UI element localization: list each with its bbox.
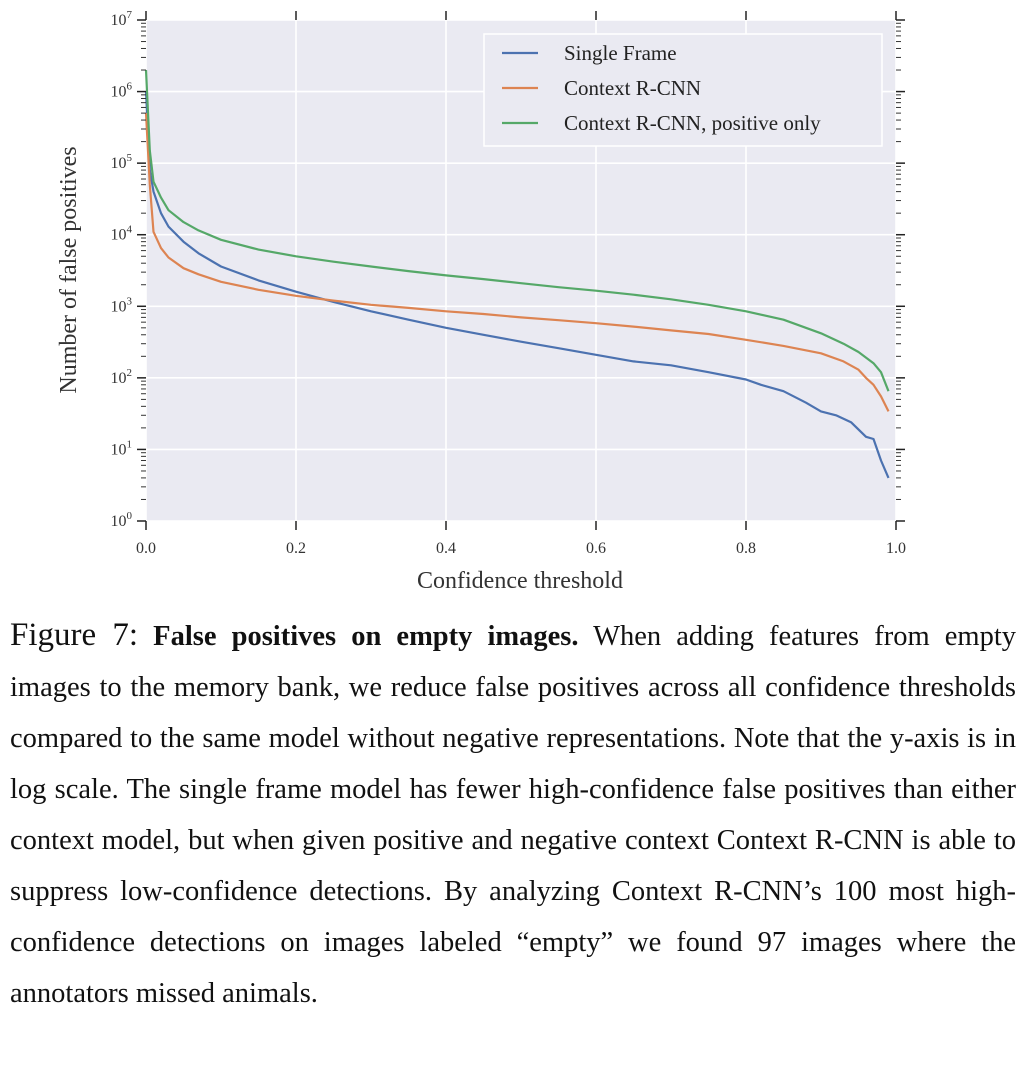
y-tick-label: 106 xyxy=(111,81,133,101)
series-line-1 xyxy=(144,91,890,479)
y-tick-base: 10 xyxy=(111,12,127,29)
y-tick-label: 107 xyxy=(111,9,133,29)
y-tick-label: 101 xyxy=(111,438,133,458)
x-tick-label: 0.4 xyxy=(436,540,456,557)
y-tick-base: 10 xyxy=(111,298,127,315)
series-lines xyxy=(144,69,890,479)
x-tick-label: 0.6 xyxy=(586,540,606,557)
y-tick-exponent: 3 xyxy=(127,295,133,307)
y-tick-label: 105 xyxy=(111,152,133,172)
y-axis-title: Number of false positives xyxy=(56,146,82,393)
y-tick-base: 10 xyxy=(111,155,127,172)
grid xyxy=(145,19,897,522)
x-tick-label: 0.8 xyxy=(736,540,756,557)
x-tick-label: 0.2 xyxy=(286,540,306,557)
legend-label: Context R-CNN, positive only xyxy=(564,111,821,135)
y-tick-base: 10 xyxy=(111,441,127,458)
y-tick-exponent: 5 xyxy=(127,152,133,164)
figure-title: False positives on empty images. xyxy=(153,621,579,652)
chart: 0.0 0.2 0.4 0.6 0.8 1.0 100 101 102 103 104 105 106 1… xyxy=(56,9,907,594)
figure-label: Figure 7: xyxy=(10,617,139,653)
x-tick-label: 1.0 xyxy=(886,540,906,557)
line-chart: 0.0 0.2 0.4 0.6 0.8 1.01001011021031041051061… xyxy=(56,9,907,594)
axis-ticks: 0.0 0.2 0.4 0.6 0.8 1.01001011021031041051061… xyxy=(111,9,907,557)
y-tick-base: 10 xyxy=(111,513,127,530)
x-axis-title: Confidence threshold xyxy=(417,568,623,594)
y-tick-label: 102 xyxy=(111,367,133,387)
y-tick-exponent: 2 xyxy=(127,367,133,379)
y-tick-label: 100 xyxy=(111,510,133,530)
y-tick-base: 10 xyxy=(111,370,127,387)
legend-label: Single Frame xyxy=(564,41,677,65)
y-tick-exponent: 1 xyxy=(127,438,133,450)
figure-caption: Figure 7: False positives on empty image… xyxy=(10,610,1016,1019)
y-tick-exponent: 0 xyxy=(127,510,133,522)
series-line-3 xyxy=(144,69,890,392)
y-tick-base: 10 xyxy=(111,227,127,244)
legend-label: Context R-CNN xyxy=(564,76,701,100)
figure-caption-body: When adding features from empty images t… xyxy=(10,621,1016,1009)
x-tick-label: 0.0 xyxy=(136,540,156,557)
y-tick-label: 103 xyxy=(111,295,133,315)
legend-box xyxy=(483,33,883,147)
series-line-2 xyxy=(144,113,890,412)
y-tick-exponent: 6 xyxy=(127,81,133,93)
y-tick-label: 104 xyxy=(111,224,133,244)
legend: Single Frame Context R-CNN Context R-CNN, … xyxy=(483,33,883,147)
y-tick-exponent: 7 xyxy=(127,9,133,21)
y-tick-base: 10 xyxy=(111,84,127,101)
y-tick-exponent: 4 xyxy=(127,224,133,236)
